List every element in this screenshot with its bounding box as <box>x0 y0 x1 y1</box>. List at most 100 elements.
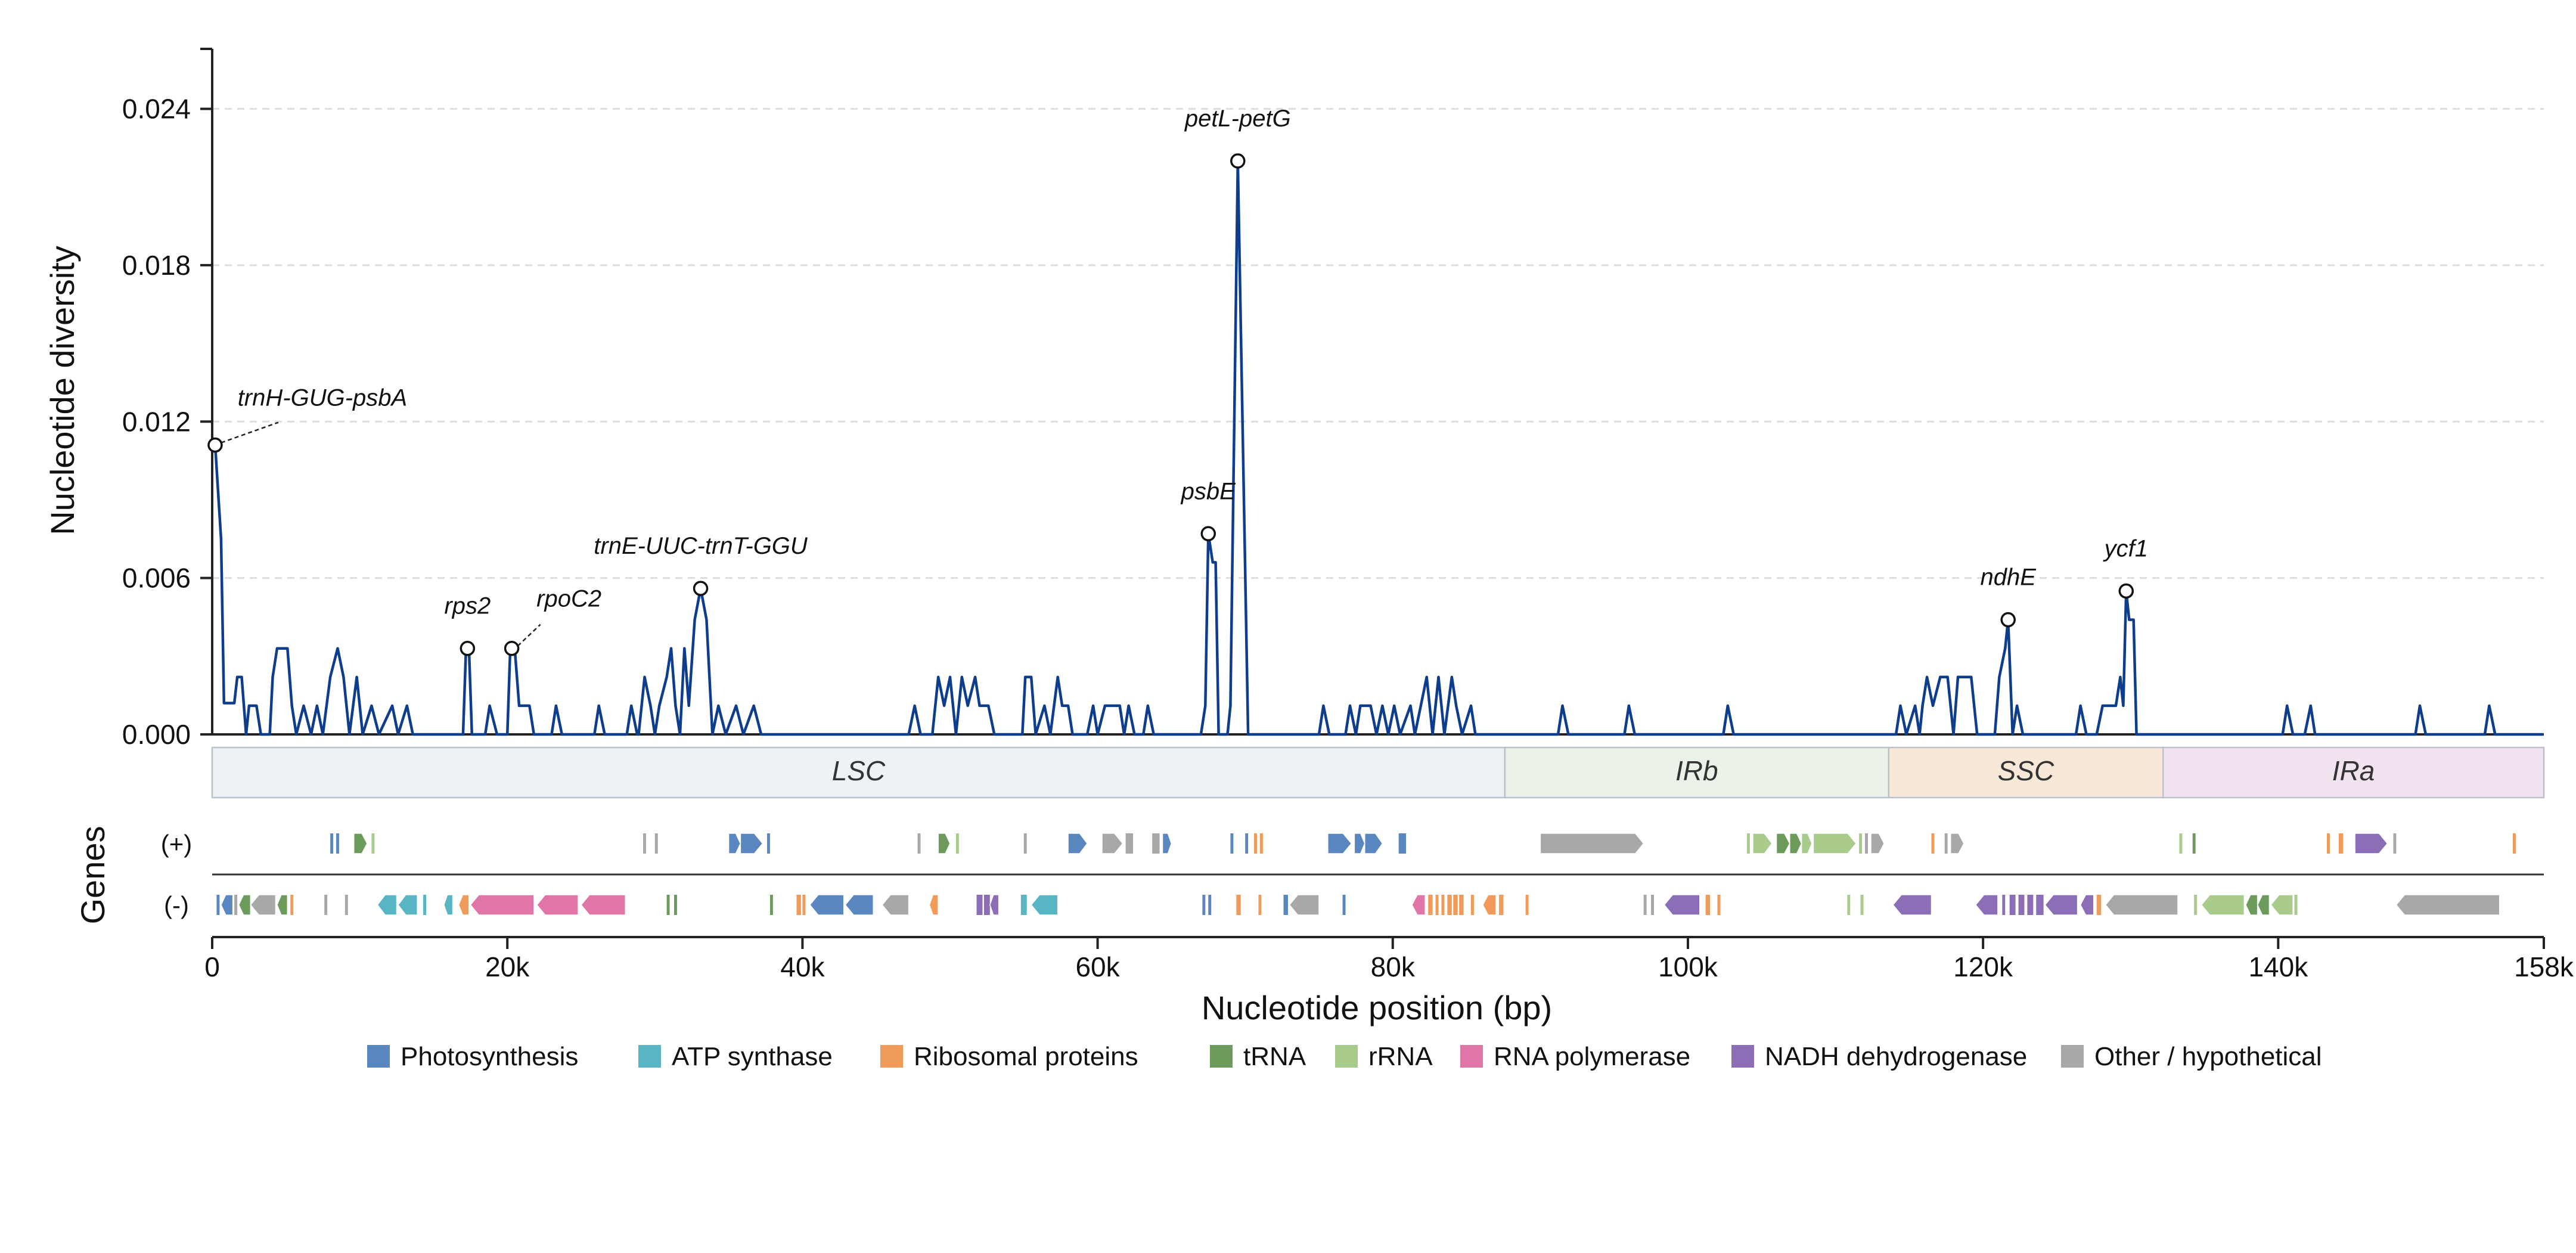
minus-strand-gene <box>1428 895 1433 915</box>
plus-strand-gene <box>2338 833 2344 854</box>
peak-leader-line <box>221 421 279 443</box>
minus-strand-gene <box>398 894 418 916</box>
plus-strand-gene <box>1870 833 1885 854</box>
minus-strand-gene <box>2027 895 2034 915</box>
axes: 0.000 0.006 0.012 0.018 0.024 <box>122 48 2544 750</box>
peak-marker <box>207 437 223 453</box>
minus-strand-gene <box>221 894 234 916</box>
peak-label: petL-petG <box>1184 106 1291 132</box>
minus-strand-gene <box>1453 895 1458 915</box>
minus-strand-gene <box>2036 895 2044 915</box>
minus-strand-gene <box>983 895 990 915</box>
minus-strand-gene <box>470 894 535 916</box>
minus-strand-gene <box>250 894 277 916</box>
minus-strand-gene <box>882 894 910 916</box>
plus-strand-gene <box>1746 833 1750 854</box>
plus-strand-gene <box>1245 833 1249 854</box>
region-band <box>1888 746 2164 799</box>
legend-label: RNA polymerase <box>1494 1042 1690 1071</box>
minus-strand-gene <box>2002 895 2006 915</box>
legend-label: Ribosomal proteins <box>914 1042 1138 1071</box>
minus-strand-gene <box>2194 895 2198 915</box>
y-axis-title: Nucleotide diversity <box>44 246 81 535</box>
minus-strand-gene <box>1258 895 1262 915</box>
peak-marker <box>1200 526 1216 542</box>
minus-strand-gene <box>2395 894 2500 916</box>
legend-label: ATP synthase <box>672 1042 833 1071</box>
peak-label: ycf1 <box>2103 536 2148 562</box>
x-tick-label: 158k <box>2514 951 2574 982</box>
minus-strand-gene <box>536 894 579 916</box>
minus-strand-gene <box>1651 895 1655 915</box>
minus-strand-gene <box>1202 895 1206 915</box>
peak-label: rps2 <box>444 593 491 619</box>
peak-marker <box>460 640 476 656</box>
minus-strand-gene <box>1525 895 1529 915</box>
legend-swatch <box>1210 1045 1233 1068</box>
plus-strand-gene <box>2393 833 2397 854</box>
peak-marker <box>504 640 520 656</box>
peak-marker <box>2000 612 2016 628</box>
peak-marker <box>2118 583 2134 599</box>
peak-annotations: trnH-GUG-psbA rps2 rpoC2 trnE-UUC-trnT-GGU p… <box>207 106 2148 656</box>
genome-regions: LSC IRb SSC IRa <box>211 746 2545 799</box>
minus-strand-gene <box>802 895 806 915</box>
plus-strand-gene <box>1398 833 1407 854</box>
minus-strand-gene <box>2080 894 2094 916</box>
plus-strand-gene <box>1259 833 1263 854</box>
minus-strand-gene <box>796 895 801 915</box>
minus-strand-gene <box>1435 895 1439 915</box>
plus-strand-gene <box>643 833 646 854</box>
minus-strand-gene <box>1236 895 1241 915</box>
plus-strand-gene <box>1776 833 1790 854</box>
region-band <box>2162 746 2545 799</box>
minus-strand-gene <box>1342 895 1346 915</box>
plus-strand-gene <box>1354 833 1365 854</box>
plus-strand-gene <box>2513 833 2516 854</box>
plus-strand-gene <box>2354 833 2388 854</box>
minus-strand-gene <box>2294 895 2298 915</box>
minus-strand-gene <box>1663 894 1700 916</box>
gene-track <box>212 833 2544 916</box>
minus-strand-gene <box>2270 894 2293 916</box>
legend-swatch <box>1731 1045 1754 1068</box>
plus-strand-gene <box>1125 833 1133 854</box>
plus-strand-gene <box>353 833 368 854</box>
plus-strand-gene <box>1540 833 1644 854</box>
minus-strand-gene <box>377 894 398 916</box>
plus-strand-gene <box>2192 833 2196 854</box>
plus-strand-gene <box>654 833 658 854</box>
minus-strand-gene <box>1031 894 1059 916</box>
plus-strand-gene <box>1254 833 1257 854</box>
region-label: SSC <box>1998 755 2054 786</box>
minus-strand-gene <box>1705 895 1711 915</box>
legend-label: tRNA <box>1243 1042 1306 1071</box>
minus-strand-gene <box>581 894 626 916</box>
minus-strand-gene <box>1643 895 1647 915</box>
peak-marker <box>1230 153 1246 169</box>
minus-strand-gene <box>976 895 983 915</box>
gene-track-title: Genes <box>74 826 111 925</box>
x-tick-label: 20k <box>485 951 530 982</box>
peak-leader-line <box>517 624 541 647</box>
minus-strand-gene <box>989 894 1000 916</box>
region-label: IRa <box>2332 755 2375 786</box>
x-tick-label: 120k <box>1953 951 2013 982</box>
legend-label: Photosynthesis <box>401 1042 578 1071</box>
minus-strand-gene <box>1289 894 1320 916</box>
plus-strand-gene <box>2327 833 2330 854</box>
plus-strand-gene <box>1023 833 1027 854</box>
minus-strand-gene <box>443 894 454 916</box>
minus-strand-gene <box>1208 895 1212 915</box>
minus-strand-gene <box>2201 894 2245 916</box>
legend-label: NADH dehydrogenase <box>1765 1042 2027 1071</box>
legend-label: Other / hypothetical <box>2094 1042 2322 1071</box>
legend-label: rRNA <box>1368 1042 1433 1071</box>
plus-strand-gene <box>728 833 741 854</box>
plus-strand-gene <box>1162 833 1172 854</box>
minus-strand-gene <box>1975 894 1998 916</box>
plus-strand-gene <box>336 833 339 854</box>
plus-strand-gene <box>1812 833 1857 854</box>
y-tick-label: 0.012 <box>122 406 191 437</box>
x-tick-label: 80k <box>1371 951 1416 982</box>
